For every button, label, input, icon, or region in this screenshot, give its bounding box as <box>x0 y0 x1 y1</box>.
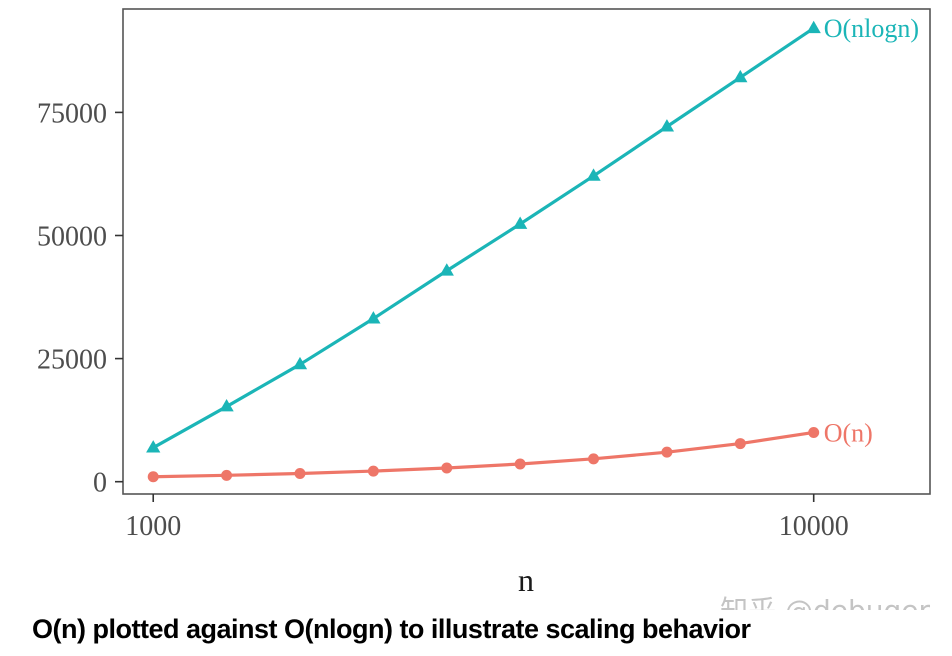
data-point <box>146 440 161 453</box>
series-o-nlogn: O(nlogn) <box>146 14 919 453</box>
y-tick-label: 50000 <box>37 221 107 252</box>
data-point <box>514 458 526 470</box>
x-tick-label: 1000 <box>125 511 181 542</box>
data-point <box>806 20 821 34</box>
data-point <box>734 438 746 450</box>
data-point <box>366 311 381 324</box>
data-point <box>367 465 379 477</box>
watermark: 知乎 @debuger <box>720 594 930 610</box>
data-point <box>441 462 453 474</box>
data-point <box>439 263 454 276</box>
x-tick-label: 10000 <box>779 511 849 542</box>
data-point <box>588 453 600 465</box>
data-point <box>586 168 601 181</box>
series-label-o-nlogn: O(nlogn) <box>824 14 919 43</box>
data-point <box>219 399 234 412</box>
y-tick-label: 75000 <box>37 98 107 129</box>
y-tick-label: 0 <box>93 468 107 499</box>
series-layer: O(nlogn) O(n) <box>146 14 919 483</box>
data-point <box>733 69 748 83</box>
data-point <box>147 471 159 483</box>
y-axis: 0 25000 50000 75000 <box>37 98 123 499</box>
plot-panel <box>122 8 931 495</box>
data-point <box>221 469 233 481</box>
data-point <box>294 467 306 479</box>
x-axis: 1000 10000 <box>125 494 849 542</box>
x-axis-title: n <box>518 562 534 598</box>
series-o-n: O(n) <box>147 418 873 483</box>
series-label-o-n: O(n) <box>824 418 873 447</box>
figure-caption: O(n) plotted against O(nlogn) to illustr… <box>32 614 751 644</box>
series-line-o-nlogn <box>152 26 815 450</box>
series-line-o-n <box>153 430 814 479</box>
data-point <box>808 426 820 438</box>
data-point <box>513 216 528 229</box>
y-tick-label: 25000 <box>37 345 107 376</box>
data-point <box>292 356 308 370</box>
data-point <box>661 446 673 458</box>
data-point <box>659 119 675 132</box>
